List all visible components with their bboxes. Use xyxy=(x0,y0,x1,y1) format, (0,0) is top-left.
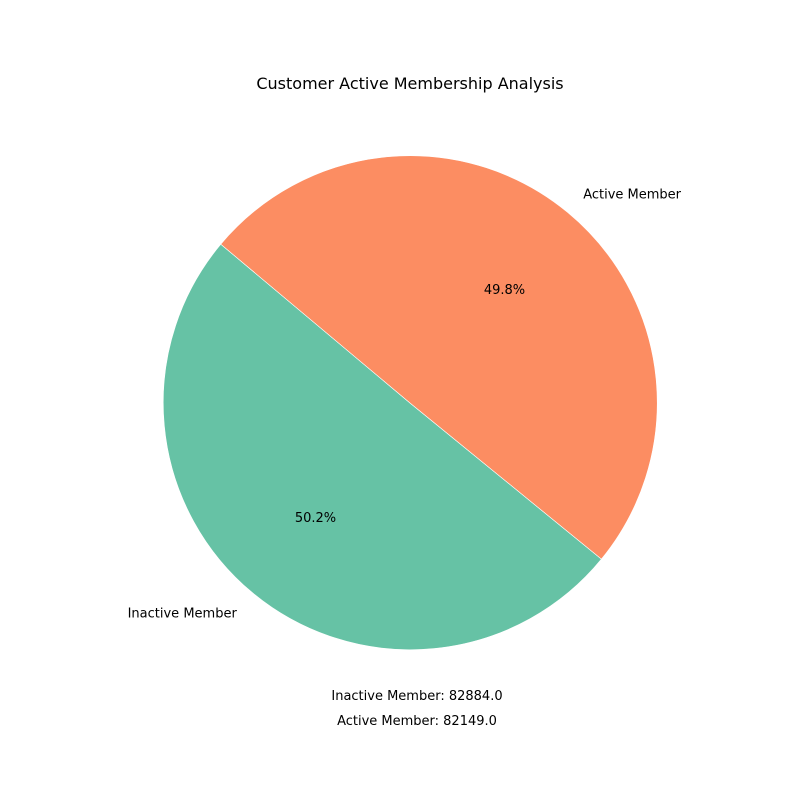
pie-labels: Inactive Member 50.2% Active Member 49.8% xyxy=(128,188,682,622)
footer-line-active: Active Member: 82149.0 xyxy=(337,714,497,729)
footer-line-inactive: Inactive Member: 82884.0 xyxy=(331,689,502,704)
slice-percent-label-1: 49.8% xyxy=(484,283,525,298)
pie-slice-active-member xyxy=(220,155,658,560)
chart-title: Customer Active Membership Analysis xyxy=(256,74,563,93)
slice-label-0: Inactive Member xyxy=(128,606,238,621)
slice-percent-label-0: 50.2% xyxy=(295,511,336,526)
pie-slices xyxy=(162,155,658,651)
pie-slice-inactive-member xyxy=(162,243,602,651)
slice-label-1: Active Member xyxy=(583,188,681,203)
